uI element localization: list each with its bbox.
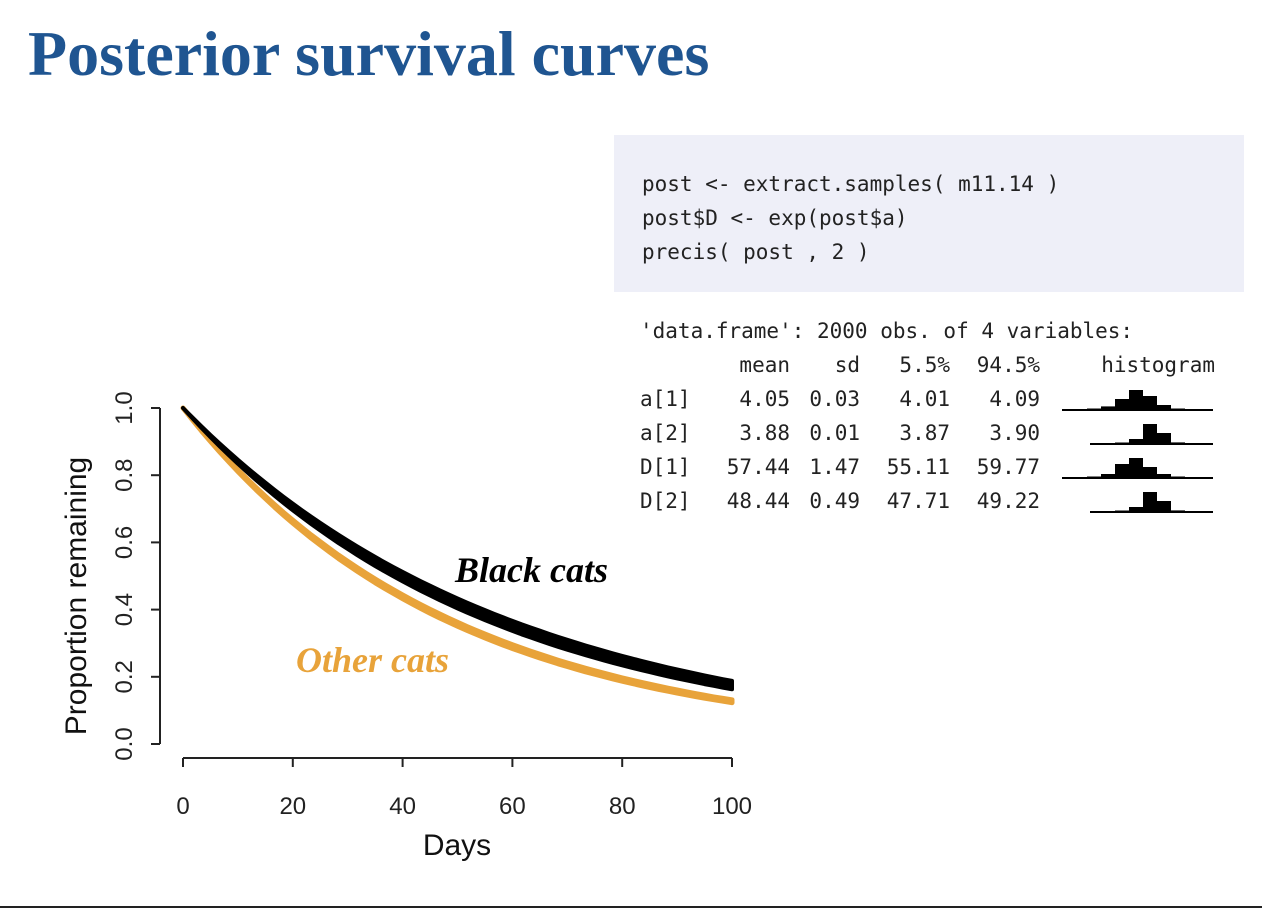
row-mean: 3.88 (739, 421, 790, 445)
x-tick-label: 100 (712, 793, 752, 820)
col-histogram: histogram (1101, 353, 1215, 377)
row-hi: 59.77 (976, 455, 1040, 479)
row-sd: 1.47 (809, 455, 860, 479)
row-hi: 49.22 (976, 489, 1040, 513)
y-tick-label: 0.8 (111, 459, 138, 492)
row-mean: 4.05 (739, 387, 790, 411)
x-tick-label: 0 (176, 793, 189, 820)
histogram-bar (1143, 396, 1157, 410)
precis-row: D[1] 57.44 1.47 55.11 59.77 (640, 450, 1240, 484)
code-box: post <- extract.samples( m11.14 ) post$D … (614, 135, 1244, 292)
code-line: precis( post , 2 ) (642, 240, 870, 264)
row-hi: 4.09 (989, 387, 1040, 411)
histogram-bar (1115, 464, 1129, 478)
row-histogram (1090, 492, 1213, 513)
x-tick-label: 60 (499, 793, 526, 820)
y-tick-label: 1.0 (111, 391, 138, 424)
col-lo: 5.5% (899, 353, 950, 377)
col-mean: mean (739, 353, 790, 377)
histogram-bar (1129, 439, 1143, 444)
row-lo: 4.01 (899, 387, 950, 411)
precis-row: a[2] 3.88 0.01 3.87 3.90 (640, 416, 1240, 450)
histogram-bar (1129, 507, 1143, 512)
histogram-bar (1157, 405, 1171, 410)
x-axis-label: Days (423, 829, 491, 862)
series-band-other-cats (180, 405, 735, 706)
row-hi: 3.90 (989, 421, 1040, 445)
row-histogram (1090, 424, 1213, 445)
row-mean: 48.44 (726, 489, 790, 513)
x-tick-label: 40 (389, 793, 416, 820)
precis-header-line: 'data.frame': 2000 obs. of 4 variables: (640, 319, 1134, 343)
histogram-bar (1157, 501, 1171, 512)
histogram-bar (1157, 433, 1171, 444)
y-axis-label: Proportion remaining (60, 457, 93, 735)
y-tick-label: 0.0 (111, 727, 138, 760)
row-name: a[2] (640, 421, 691, 445)
y-tick-label: 0.6 (111, 526, 138, 559)
histogram-bar (1115, 399, 1129, 410)
series-label-black-cats: Black cats (454, 550, 608, 590)
row-mean: 57.44 (726, 455, 790, 479)
bottom-rule (0, 906, 1262, 908)
histogram-bar (1171, 408, 1185, 410)
survival-chart: 0.0 0.2 0.4 0.6 0.8 1.0 0 20 40 60 80 100 Proportio… (60, 391, 752, 862)
histogram-bar (1115, 510, 1129, 512)
y-tick-label: 0.4 (111, 593, 138, 626)
row-sd: 0.03 (809, 387, 860, 411)
slide-title: Posterior survival curves (28, 18, 710, 89)
row-lo: 47.71 (886, 489, 950, 513)
histogram-bar (1129, 390, 1143, 410)
row-lo: 3.87 (899, 421, 950, 445)
code-line: post$D <- exp(post$a) (642, 206, 908, 230)
series-band-black-cats (181, 406, 734, 692)
precis-column-headers: mean sd 5.5% 94.5% histogram (640, 348, 1240, 382)
precis-row: D[2] 48.44 0.49 47.71 49.22 (640, 484, 1240, 518)
code-block: post <- extract.samples( m11.14 ) post$D … (642, 167, 1059, 269)
row-sd: 0.01 (809, 421, 860, 445)
precis-row: a[1] 4.05 0.03 4.01 4.09 (640, 382, 1240, 416)
row-name: D[1] (640, 455, 691, 479)
row-name: a[1] (640, 387, 691, 411)
y-tick-label: 0.2 (111, 660, 138, 693)
histogram-bar (1171, 510, 1185, 512)
row-histogram (1062, 458, 1213, 479)
histogram-bar (1171, 442, 1185, 444)
code-line: post <- extract.samples( m11.14 ) (642, 172, 1060, 196)
histogram-bar (1101, 406, 1115, 410)
row-lo: 55.11 (886, 455, 950, 479)
series-label-other-cats: Other cats (296, 640, 449, 680)
row-name: D[2] (640, 489, 691, 513)
x-tick-label: 20 (279, 793, 306, 820)
col-hi: 94.5% (976, 353, 1040, 377)
histogram-bar (1115, 442, 1129, 444)
histogram-bar (1087, 408, 1101, 410)
histogram-bar (1101, 474, 1115, 478)
row-sd: 0.49 (809, 489, 860, 513)
x-tick-label: 80 (609, 793, 636, 820)
histogram-bar (1087, 476, 1101, 478)
histogram-bar (1143, 492, 1157, 512)
histogram-bar (1157, 474, 1171, 478)
histogram-bar (1143, 424, 1157, 444)
histogram-bar (1171, 476, 1185, 478)
col-sd: sd (834, 353, 860, 377)
histogram-bar (1129, 458, 1143, 478)
histogram-bar (1143, 467, 1157, 478)
row-histogram (1062, 390, 1213, 411)
